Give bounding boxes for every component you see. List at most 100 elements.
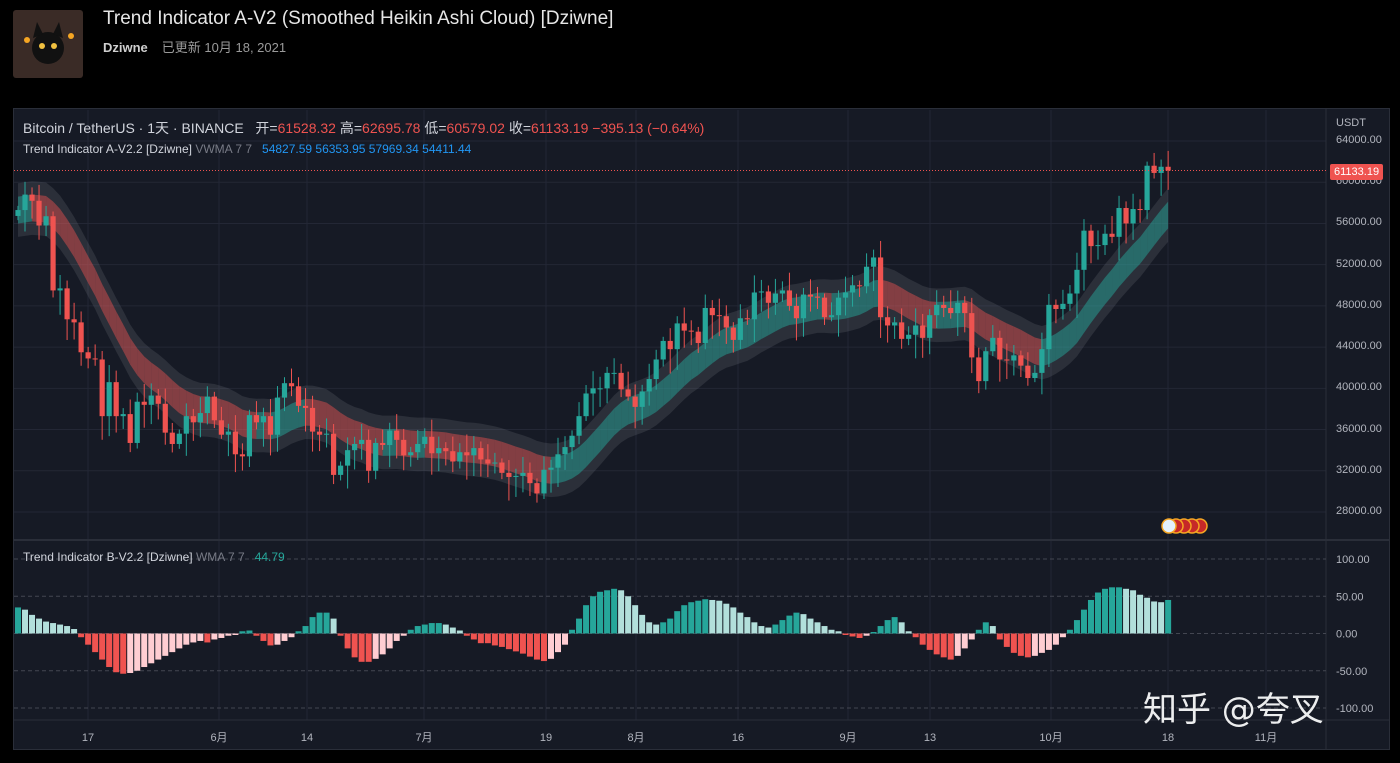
- cloud-segment: [866, 280, 874, 312]
- cloud-segment: [1112, 260, 1120, 297]
- candle-body: [779, 290, 786, 294]
- candle-body: [758, 291, 764, 293]
- watermark: 知乎 @夸叉: [1143, 690, 1324, 730]
- oscillator-bar: [807, 618, 814, 634]
- oscillator-bar: [323, 612, 330, 634]
- oscillator-bar: [407, 629, 414, 634]
- cloud-segment: [572, 447, 580, 479]
- cloud-segment: [67, 219, 75, 258]
- oscillator-bar: [71, 629, 78, 634]
- oscillator-bar: [716, 600, 723, 634]
- cloud-segment: [684, 353, 692, 387]
- oscillator-bar: [1066, 629, 1073, 634]
- oscillator-bar: [1130, 590, 1137, 634]
- cloud-segment: [698, 342, 706, 376]
- oscillator-bar: [800, 614, 807, 634]
- candle-body: [401, 439, 407, 456]
- oscillator-bar: [681, 605, 688, 634]
- oscillator-bar: [688, 602, 695, 634]
- oscillator-bar: [1109, 587, 1116, 634]
- oscillator-bar: [758, 626, 765, 634]
- price-tick-label: 56000.00: [1336, 216, 1382, 229]
- candle-body: [15, 210, 21, 216]
- candle-body: [1074, 269, 1080, 294]
- cloud-segment: [158, 367, 166, 401]
- oscillator-bar: [239, 631, 246, 634]
- candle-body: [457, 452, 463, 462]
- oscillator-bar: [1095, 592, 1102, 634]
- oscillator-bar: [597, 591, 604, 634]
- candle-body: [1137, 209, 1143, 211]
- candle-body: [800, 294, 807, 319]
- indicator-b-value: 44.79: [254, 550, 285, 564]
- oscillator-bar: [723, 603, 730, 634]
- oscillator-bar: [1017, 633, 1024, 656]
- oscillator-bar: [302, 626, 309, 634]
- cloud-segment: [1013, 326, 1021, 357]
- candle-body: [281, 383, 288, 398]
- oscillator-bar: [43, 621, 50, 634]
- candle-body: [751, 292, 757, 320]
- cloud-segment: [985, 312, 993, 343]
- candle-body: [359, 439, 365, 444]
- author-name[interactable]: Dziwne: [103, 40, 148, 55]
- candle-body: [604, 372, 610, 389]
- candle-body: [562, 447, 568, 455]
- oscillator-bar: [498, 633, 505, 647]
- candle-body: [394, 430, 400, 440]
- candle-body: [506, 472, 512, 477]
- candle-body: [885, 317, 891, 326]
- candle-body: [927, 315, 933, 338]
- candle-body: [323, 433, 330, 435]
- candle-body: [443, 448, 449, 452]
- candle-body: [155, 395, 161, 404]
- oscillator-bar: [653, 624, 660, 634]
- candle-body: [877, 257, 884, 318]
- candle-body: [534, 483, 540, 494]
- osc-tick-label: -100.00: [1336, 703, 1373, 715]
- candle-body: [667, 340, 673, 350]
- candle-body: [309, 407, 316, 432]
- oscillator-bar: [933, 633, 940, 655]
- indicator-b-name[interactable]: Trend Indicator B-V2.2 [Dziwne]: [23, 550, 193, 564]
- oscillator-bar: [1003, 633, 1010, 647]
- indicator-b-legend: Trend Indicator B-V2.2 [Dziwne] WMA 7 7 …: [23, 550, 285, 564]
- cloud-segment: [1062, 323, 1070, 356]
- candle-body: [239, 454, 246, 457]
- candle-body: [527, 472, 533, 484]
- candle-body: [274, 397, 281, 435]
- author-avatar[interactable]: [13, 10, 83, 78]
- cloud-segment: [565, 451, 573, 482]
- change-value: −395.13 (−0.64%): [592, 120, 705, 136]
- cloud-segment: [1098, 277, 1106, 314]
- script-title: Trend Indicator A-V2 (Smoothed Heikin As…: [103, 8, 614, 29]
- candle-body: [29, 194, 35, 201]
- candle-body: [169, 432, 175, 444]
- oscillator-bar: [555, 633, 562, 653]
- cloud-segment: [614, 402, 622, 436]
- candle-body: [387, 430, 393, 446]
- oscillator-bar: [849, 633, 856, 637]
- candle-body: [920, 325, 926, 338]
- oscillator-bar: [940, 633, 947, 658]
- oscillator-bar: [1165, 599, 1172, 634]
- indicator-a-name[interactable]: Trend Indicator A-V2.2 [Dziwne]: [23, 142, 192, 156]
- candle-body: [681, 323, 687, 331]
- oscillator-bar: [863, 633, 870, 636]
- candle-body: [148, 395, 154, 405]
- oscillator-bar: [260, 633, 267, 641]
- candle-body: [786, 290, 793, 306]
- oscillator-bar: [947, 633, 954, 660]
- oscillator-bar: [29, 614, 36, 634]
- indicator-b-type: WMA 7 7: [195, 550, 245, 564]
- candle-body: [625, 389, 631, 397]
- cloud-segment: [515, 446, 523, 476]
- symbol-name[interactable]: Bitcoin / TetherUS · 1天 · BINANCE: [23, 120, 244, 136]
- oscillator-bar: [604, 590, 611, 634]
- oscillator-bar: [540, 633, 547, 662]
- candle-body: [78, 322, 84, 353]
- oscillator-bar: [632, 605, 639, 634]
- candle-body: [569, 435, 575, 448]
- oscillator-bar: [470, 633, 477, 640]
